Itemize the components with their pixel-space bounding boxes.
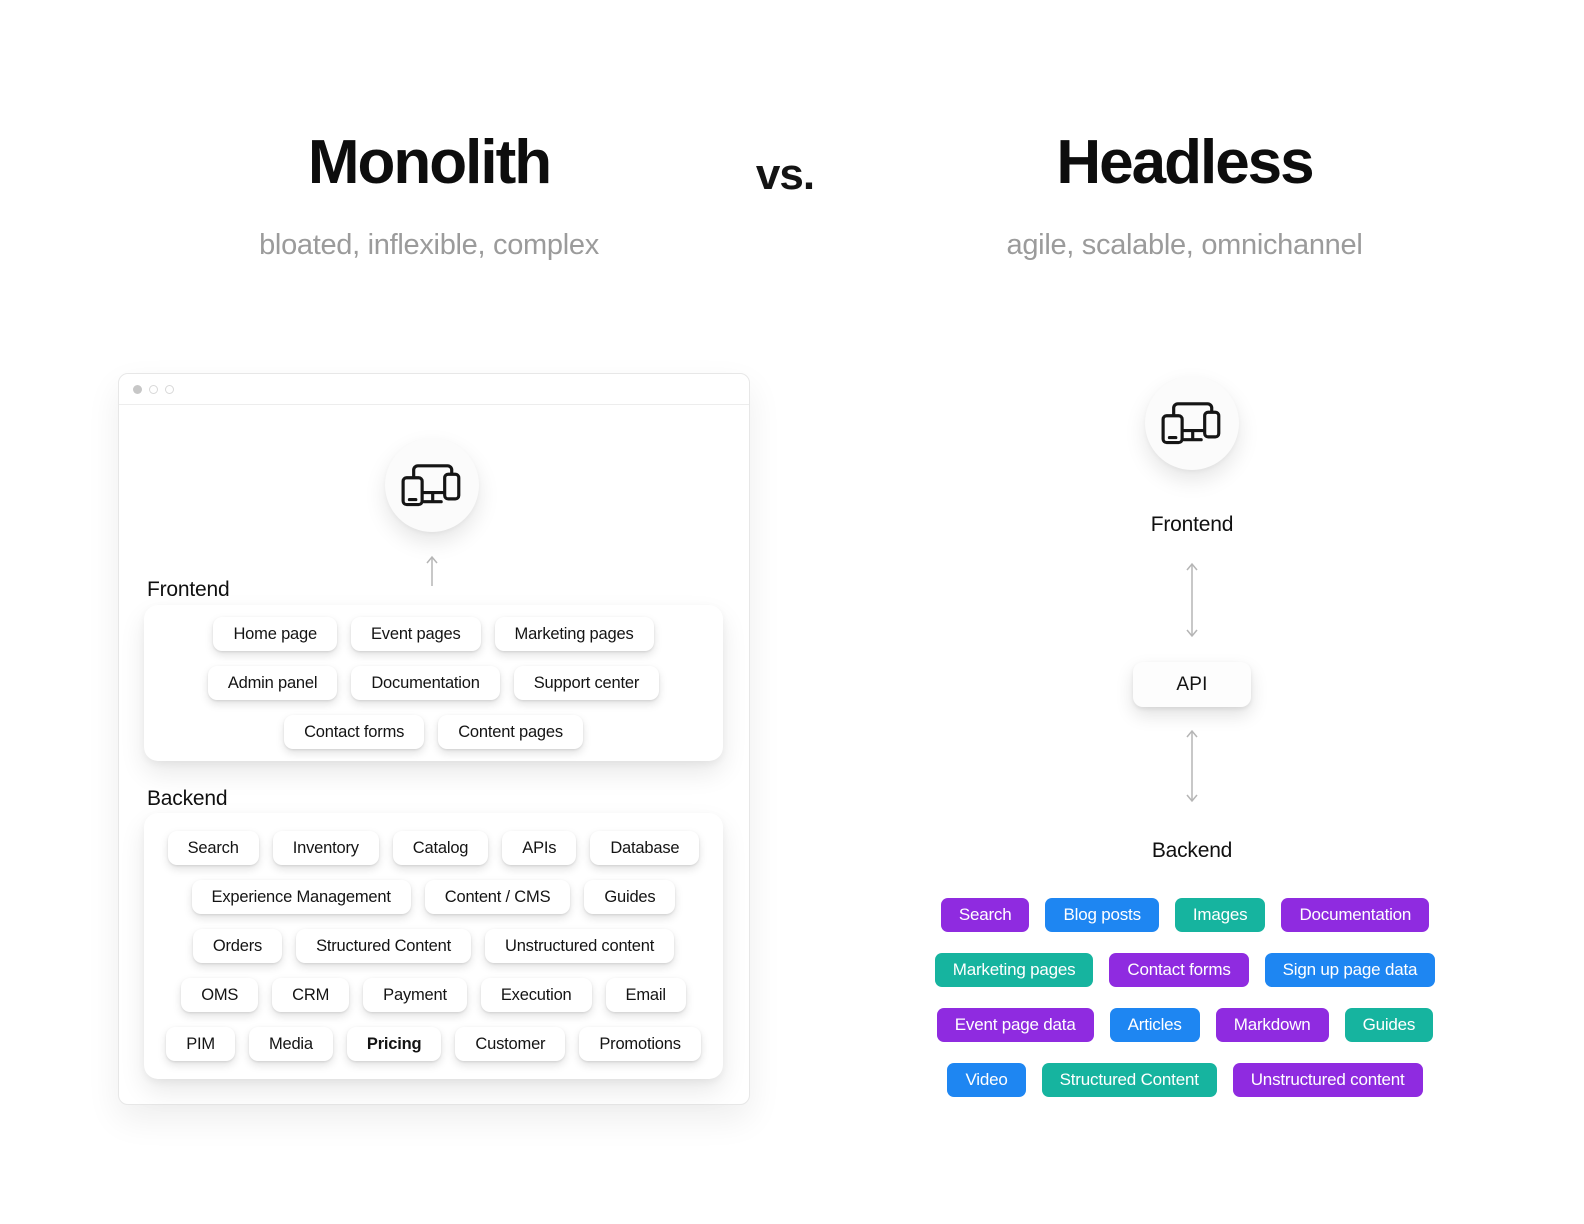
headless-backend-chip: Contact forms <box>1109 953 1249 987</box>
window-titlebar <box>119 374 749 405</box>
monolith-frontend-chip: Home page <box>213 617 337 651</box>
headless-backend-chip: Structured Content <box>1041 1063 1217 1097</box>
monolith-title: Monolith <box>307 128 552 197</box>
headless-backend-label: Backend <box>1151 839 1233 862</box>
monolith-backend-chip: Orders <box>192 929 283 963</box>
monolith-backend-chip: Execution <box>480 978 592 1012</box>
monolith-frontend-chip: Contact forms <box>284 715 425 749</box>
monolith-backend-chip: Payment <box>363 978 467 1012</box>
window-control-dot-icon <box>149 384 158 394</box>
frontend-devices-badge <box>1145 376 1239 470</box>
headless-backend-chips: Search Blog posts Images Documentation Marke… <box>900 898 1470 1097</box>
monolith-backend-chip: Search <box>167 831 259 865</box>
headless-backend-chip: Event page data <box>936 1008 1094 1042</box>
monolith-frontend-chip-row: Contact forms Content pages <box>144 715 723 749</box>
frontend-devices-badge <box>385 438 479 532</box>
headless-backend-chip: Blog posts <box>1045 898 1159 932</box>
arrow-vertical-double-icon <box>1186 729 1198 803</box>
headless-title: Headless <box>1056 128 1314 197</box>
monolith-header: Monolith bloated, inflexible, complex <box>120 128 738 261</box>
headless-backend-chip-row: Marketing pages Contact forms Sign up page… <box>900 953 1470 987</box>
headless-backend-chip: Documentation <box>1281 898 1430 932</box>
monolith-frontend-card: Home page Event pages Marketing pages Admin… <box>144 605 723 761</box>
headless-backend-chip-row: Search Blog posts Images Documentation <box>900 898 1470 932</box>
monolith-backend-chip: Inventory <box>272 831 379 865</box>
monolith-frontend-chip-row: Home page Event pages Marketing pages <box>144 617 723 651</box>
arrow-vertical-double-icon <box>1186 562 1198 638</box>
headless-backend-chip-row: Event page data Articles Markdown Guides <box>900 1008 1470 1042</box>
monolith-backend-chip: CRM <box>272 978 350 1012</box>
headless-backend-chip: Articles <box>1109 1008 1200 1042</box>
headless-backend-chip: Images <box>1174 898 1266 932</box>
monolith-frontend-label: Frontend <box>147 578 230 601</box>
monolith-backend-chip-row: Orders Structured Content Unstructured con… <box>144 929 723 963</box>
monolith-frontend-chip: Event pages <box>350 617 481 651</box>
window-control-dot-icon <box>133 384 142 394</box>
monolith-backend-chip: APIs <box>502 831 577 865</box>
monolith-backend-chip: Guides <box>584 880 676 914</box>
monolith-backend-chip: OMS <box>181 978 259 1012</box>
vs-label: vs. <box>755 150 815 199</box>
headless-frontend-label: Frontend <box>1150 513 1234 536</box>
headless-backend-chip-row: Video Structured Content Unstructured cont… <box>900 1063 1470 1097</box>
headless-backend-chip: Marketing pages <box>934 953 1094 987</box>
monolith-backend-chip: Media <box>248 1027 333 1061</box>
devices-icon <box>401 463 461 506</box>
arrow-up-icon <box>426 555 438 586</box>
headless-header: Headless agile, scalable, omnichannel <box>912 128 1457 261</box>
headless-subtitle: agile, scalable, omnichannel <box>1006 229 1363 261</box>
monolith-frontend-chip: Support center <box>513 666 660 700</box>
headless-backend-chip: Markdown <box>1215 1008 1329 1042</box>
browser-window: Frontend Home page Event pages Marketing p… <box>118 373 750 1105</box>
monolith-backend-card: Search Inventory Catalog APIs Database Experi… <box>144 813 723 1079</box>
monolith-backend-chip-row: Search Inventory Catalog APIs Database <box>144 831 723 865</box>
devices-icon <box>1161 401 1221 444</box>
monolith-backend-chip-row: PIM Media Pricing Customer Promotions <box>144 1027 723 1061</box>
monolith-subtitle: bloated, inflexible, complex <box>259 229 599 261</box>
monolith-backend-chip: Unstructured content <box>484 929 675 963</box>
headless-backend-chip: Sign up page data <box>1264 953 1436 987</box>
window-control-dot-icon <box>165 384 174 394</box>
monolith-backend-chip: PIM <box>166 1027 235 1061</box>
monolith-backend-chip-row: Experience Management Content / CMS Guides <box>144 880 723 914</box>
monolith-backend-label: Backend <box>147 787 228 810</box>
monolith-backend-chip: Customer <box>455 1027 566 1061</box>
headless-backend-chip: Search <box>940 898 1030 932</box>
monolith-backend-chip: Database <box>590 831 700 865</box>
monolith-backend-chip: Catalog <box>392 831 489 865</box>
monolith-backend-chip: Structured Content <box>296 929 471 963</box>
monolith-backend-chip: Promotions <box>579 1027 701 1061</box>
monolith-backend-chip-row: OMS CRM Payment Execution Email <box>144 978 723 1012</box>
monolith-backend-chip: Email <box>605 978 686 1012</box>
api-box: API <box>1133 662 1251 707</box>
headless-backend-chip: Guides <box>1344 1008 1434 1042</box>
headless-backend-chip: Unstructured content <box>1232 1063 1423 1097</box>
monolith-frontend-chip: Content pages <box>438 715 583 749</box>
monolith-frontend-chip-row: Admin panel Documentation Support center <box>144 666 723 700</box>
monolith-frontend-chip: Admin panel <box>207 666 338 700</box>
monolith-backend-chip: Pricing <box>346 1027 442 1061</box>
monolith-backend-chip: Experience Management <box>191 880 411 914</box>
headless-backend-chip: Video <box>947 1063 1026 1097</box>
monolith-frontend-chip: Marketing pages <box>494 617 654 651</box>
monolith-frontend-chip: Documentation <box>351 666 500 700</box>
monolith-backend-chip: Content / CMS <box>424 880 571 914</box>
